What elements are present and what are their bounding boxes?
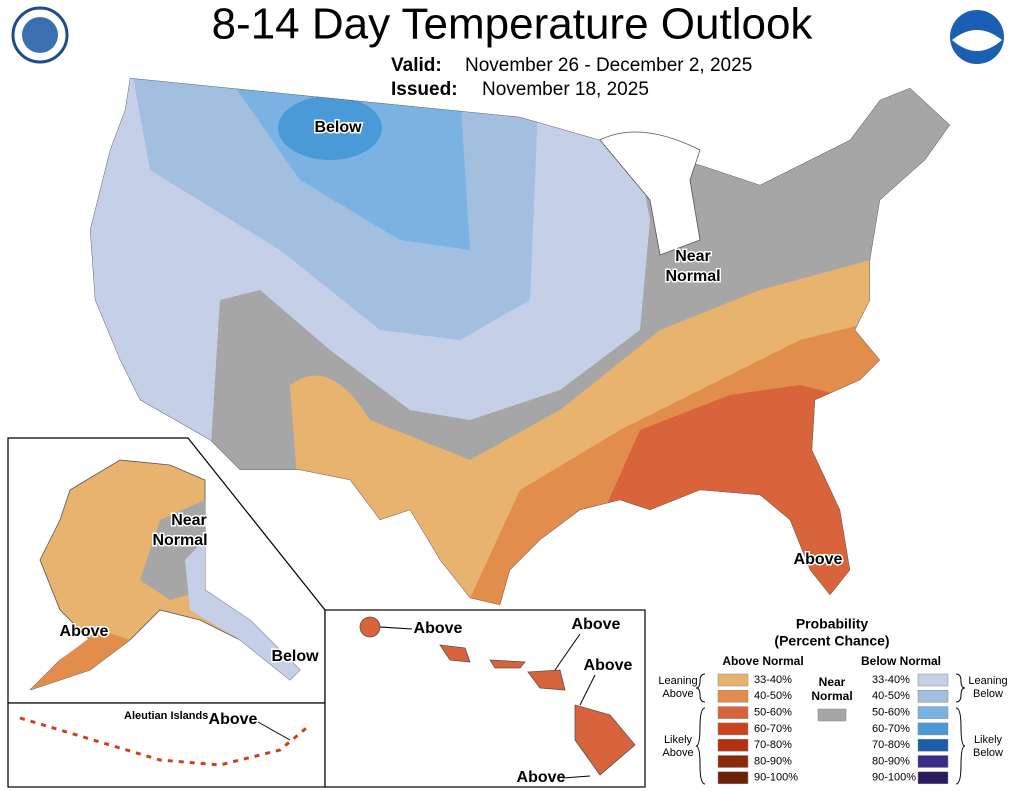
likely-above: Likely	[664, 734, 693, 746]
swatch-label: 90-100%	[754, 772, 798, 784]
alaska-below	[185, 540, 300, 680]
likely-above: Above	[662, 747, 693, 759]
swatch	[917, 755, 949, 768]
legend-title: (Percent Chance)	[774, 633, 889, 649]
leaning-below: Leaning	[968, 675, 1007, 687]
legend: Probability (Percent Chance) Above Norma…	[658, 616, 1008, 785]
swatch	[717, 690, 749, 703]
swatch-label: 33-40%	[754, 674, 792, 686]
swatch-label: 50-60%	[872, 707, 910, 719]
hawaii-above: Above	[572, 616, 621, 633]
swatch-label: 40-50%	[872, 690, 910, 702]
swatch-label: 80-90%	[754, 755, 792, 767]
brackets	[955, 673, 966, 785]
above-heading: Above Normal	[722, 654, 803, 668]
brackets	[695, 673, 706, 785]
swatch	[717, 722, 749, 736]
alaska-above: Above	[60, 623, 109, 640]
swatch	[717, 755, 749, 768]
aleutians-inset	[7, 702, 326, 788]
likely-below: Likely	[974, 734, 1003, 746]
alaska-near: Near	[171, 512, 207, 529]
near-label: Near	[819, 675, 846, 689]
hawaii-islands	[359, 616, 636, 776]
alaska-peninsula	[30, 630, 130, 690]
valid-label: Valid:	[391, 55, 442, 76]
swatch	[817, 708, 847, 722]
alaska-below: Below	[271, 648, 319, 665]
swatch	[917, 722, 949, 736]
swatch-label: 40-50%	[754, 690, 792, 702]
near-label: Normal	[811, 689, 852, 703]
swatch-label: 90-100%	[872, 772, 916, 784]
swatch-label: 60-70%	[754, 723, 792, 735]
swatch-label: 50-60%	[754, 707, 792, 719]
swatch-label: 33-40%	[872, 674, 910, 686]
swatch	[717, 771, 749, 785]
pointers	[379, 626, 596, 779]
leaning-above: Above	[662, 688, 693, 700]
leaning-above: Leaning	[658, 675, 697, 687]
conus-above: Above	[794, 551, 843, 568]
swatch	[717, 706, 749, 719]
swatch-label: 80-90%	[872, 755, 910, 767]
leaning-below: Below	[973, 688, 1003, 700]
aleutian-chain	[19, 716, 311, 767]
conus-near: Normal	[665, 268, 720, 285]
below-heading: Below Normal	[861, 654, 941, 668]
swatch	[717, 738, 749, 752]
alaska-near: Normal	[152, 532, 207, 549]
swatch-label: 70-80%	[754, 739, 792, 751]
great-lakes	[599, 131, 701, 256]
swatch	[717, 673, 749, 687]
noaa-gull	[952, 30, 1002, 51]
swatch-label: 60-70%	[872, 723, 910, 735]
doc-logo-inner	[22, 17, 58, 53]
aleutians-title: Aleutian Islands	[124, 710, 208, 722]
hawaii-above: Above	[414, 620, 463, 637]
legend-title: Probability	[796, 616, 869, 632]
swatch	[917, 673, 949, 687]
title: 8-14 Day Temperature Outlook	[212, 0, 814, 49]
hawaii-above: Above	[584, 657, 633, 674]
hawaii-above: Above	[517, 769, 566, 786]
conus-near: Near	[675, 248, 711, 265]
issued-date: November 18, 2025	[482, 79, 649, 100]
valid-dates: November 26 - December 2, 2025	[465, 55, 752, 76]
conus-below: Below	[314, 119, 362, 136]
swatch-label: 70-80%	[872, 739, 910, 751]
swatch	[917, 706, 949, 719]
issued-label: Issued:	[391, 79, 458, 100]
swatch	[917, 690, 949, 703]
likely-below: Below	[973, 747, 1003, 759]
swatch	[917, 738, 949, 752]
pointer	[257, 721, 291, 741]
aleutians-above: Above	[209, 711, 258, 728]
swatch	[917, 771, 949, 785]
